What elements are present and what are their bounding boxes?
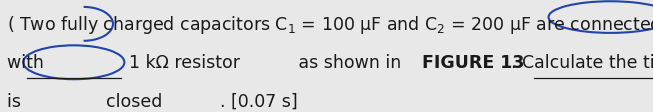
Text: as shown in: as shown in	[293, 54, 406, 72]
Text: closed: closed	[106, 92, 163, 110]
Text: is: is	[7, 92, 26, 110]
Text: FIGURE 13: FIGURE 13	[422, 54, 524, 72]
Text: 1 kΩ resistor: 1 kΩ resistor	[129, 54, 240, 72]
Text: ( Two fully charged capacitors C$_1$ = 100 μF and C$_2$ = 200 μF are connected i: ( Two fully charged capacitors C$_1$ = 1…	[7, 14, 653, 36]
Text: . [0.07 s]: . [0.07 s]	[220, 92, 298, 110]
Text: with: with	[7, 54, 49, 72]
Text: . Calculate the time constant when the switch: . Calculate the time constant when the s…	[511, 54, 653, 72]
